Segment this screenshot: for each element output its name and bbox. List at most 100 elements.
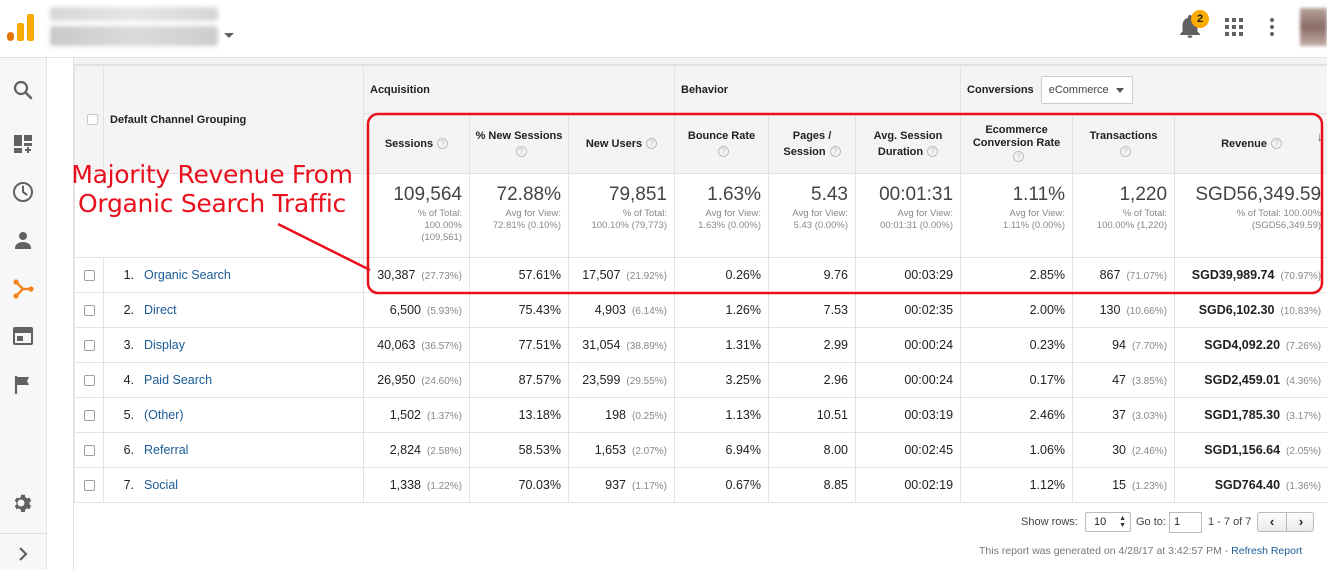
row-checkbox-cell — [74, 327, 104, 363]
row-checkbox[interactable] — [83, 340, 95, 352]
next-page-button[interactable]: › — [1298, 514, 1304, 529]
transactions-value: 15 — [1112, 478, 1127, 492]
total-value: 00:01:31 — [879, 184, 954, 205]
property-name-redacted[interactable] — [50, 26, 218, 46]
help-icon[interactable]: ? — [1270, 138, 1282, 150]
group-header-row: Default Channel Grouping Acquisition Beh… — [74, 65, 1327, 174]
new-sessions-cell: 87.57% — [469, 362, 569, 398]
transactions-header[interactable]: Transactions? — [1072, 113, 1176, 174]
row-checkbox[interactable] — [83, 270, 95, 282]
row-checkbox[interactable] — [83, 445, 95, 457]
avg-duration-header[interactable]: Avg. Session Duration? — [854, 113, 962, 174]
avg-duration-value: 00:03:19 — [904, 408, 954, 422]
search-icon[interactable] — [11, 78, 35, 102]
revenue-value: SGD39,989.74 — [1191, 268, 1275, 282]
sessions-value: 2,824 — [389, 443, 421, 457]
conversion-type-select[interactable]: eCommerce — [1040, 75, 1133, 104]
new-users-cell: 23,599 (29.55%) — [568, 362, 675, 398]
sessions-value: 30,387 — [377, 268, 416, 282]
channel-link[interactable]: Referral — [144, 443, 189, 457]
admin-gear-icon[interactable] — [11, 491, 35, 515]
conversions-flag-icon[interactable] — [11, 373, 35, 397]
row-checkbox[interactable] — [83, 410, 95, 422]
sessions-value: 6,500 — [389, 303, 421, 317]
channel-cell: 1. Organic Search — [103, 257, 364, 293]
new-users-percent: (0.25%) — [631, 411, 667, 422]
pages-session-value: 10.51 — [816, 408, 848, 422]
help-icon[interactable]: ? — [927, 146, 939, 158]
audience-person-icon[interactable] — [11, 228, 35, 252]
transactions-cell: 130 (10.66%) — [1072, 292, 1176, 328]
prev-page-button[interactable]: ‹ — [1269, 514, 1275, 529]
account-name-redacted[interactable] — [50, 7, 218, 21]
new-sessions-value: 57.61% — [518, 268, 561, 282]
revenue-cell: SGD4,092.20 (7.26%) — [1174, 327, 1327, 363]
sort-descending-icon[interactable]: ↓ — [1316, 129, 1324, 144]
row-checkbox[interactable] — [83, 305, 95, 317]
conversion-type-value: eCommerce — [1048, 83, 1109, 96]
channel-link[interactable]: (Other) — [144, 408, 184, 422]
row-checkbox[interactable] — [83, 375, 95, 387]
dimension-header[interactable]: Default Channel Grouping — [103, 65, 364, 174]
table-row: 5. (Other) 1,502 (1.37%) 13.18% 198 (0.25%)… — [74, 397, 1327, 433]
new-users-header[interactable]: New Users? — [568, 113, 675, 174]
channel-link[interactable]: Organic Search — [144, 268, 231, 282]
revenue-percent: (7.26%) — [1286, 341, 1322, 352]
analytics-logo-icon[interactable] — [7, 14, 35, 42]
realtime-clock-icon[interactable] — [11, 180, 35, 204]
show-rows-select[interactable]: 10 ▲ ▼ — [1085, 512, 1131, 532]
sessions-value: 1,502 — [389, 408, 421, 422]
bounce-rate-value: 3.25% — [725, 373, 761, 387]
total-pages-session: 5.43 Avg for View: 5.43 (0.00%) — [768, 173, 856, 258]
sessions-percent: (1.22%) — [426, 481, 462, 492]
total-sub: Avg for View: — [1009, 208, 1066, 219]
total-sub: % of Total: — [622, 208, 667, 219]
revenue-header[interactable]: Revenue? ↓ — [1174, 113, 1327, 174]
select-all-checkbox[interactable] — [86, 114, 98, 126]
pages-session-cell: 7.53 — [768, 292, 856, 328]
revenue-value: SGD2,459.01 — [1204, 373, 1281, 387]
avg-duration-cell: 00:00:24 — [854, 327, 962, 363]
goto-page-input[interactable]: 1 — [1169, 512, 1202, 533]
new-users-percent: (2.07%) — [631, 446, 667, 457]
bounce-rate-value: 0.26% — [725, 268, 761, 282]
new-sessions-header[interactable]: % New Sessions? — [469, 113, 569, 174]
apps-grid-icon[interactable] — [1225, 18, 1243, 36]
new-sessions-value: 87.57% — [518, 373, 561, 387]
help-icon[interactable]: ? — [1013, 150, 1025, 162]
help-icon[interactable]: ? — [829, 146, 841, 158]
transactions-cell: 15 (1.23%) — [1072, 467, 1176, 503]
conversion-rate-header[interactable]: Ecommerce Conversion Rate? — [960, 113, 1074, 174]
help-icon[interactable]: ? — [1120, 146, 1132, 158]
help-icon[interactable]: ? — [646, 138, 658, 150]
customization-icon[interactable] — [11, 132, 35, 156]
new-users-value: 1,653 — [594, 443, 626, 457]
page-range-text: 1 - 7 of 7 — [1208, 516, 1252, 528]
pages-session-header[interactable]: Pages / Session? — [768, 113, 856, 174]
total-sub: Avg for View: — [897, 208, 954, 219]
help-icon[interactable]: ? — [515, 146, 527, 158]
channel-link[interactable]: Paid Search — [144, 373, 213, 387]
sessions-header[interactable]: Sessions? — [363, 113, 470, 174]
channel-link[interactable]: Social — [144, 478, 179, 492]
total-bounce-rate: 1.63% Avg for View: 1.63% (0.00%) — [674, 173, 769, 258]
total-value: 79,851 — [608, 184, 667, 205]
new-sessions-value: 58.53% — [518, 443, 561, 457]
acquisition-icon[interactable] — [11, 277, 35, 301]
avg-duration-value: 00:02:45 — [904, 443, 954, 457]
sessions-cell: 6,500 (5.93%) — [363, 292, 470, 328]
row-checkbox[interactable] — [83, 480, 95, 492]
bounce-rate-header[interactable]: Bounce Rate? — [674, 113, 769, 174]
refresh-report-link[interactable]: Refresh Report — [1231, 545, 1303, 557]
help-icon[interactable]: ? — [437, 138, 449, 150]
more-vertical-icon[interactable] — [1268, 17, 1276, 37]
transactions-cell: 867 (71.07%) — [1072, 257, 1176, 293]
channel-link[interactable]: Direct — [144, 303, 177, 317]
behavior-icon[interactable] — [11, 324, 35, 348]
help-icon[interactable]: ? — [718, 146, 729, 158]
channel-link[interactable]: Display — [144, 338, 185, 352]
expand-chevron-icon[interactable] — [11, 542, 35, 566]
user-avatar[interactable] — [1300, 8, 1327, 46]
account-dropdown-caret-icon[interactable] — [222, 28, 236, 42]
revenue-cell: SGD1,785.30 (3.17%) — [1174, 397, 1327, 433]
